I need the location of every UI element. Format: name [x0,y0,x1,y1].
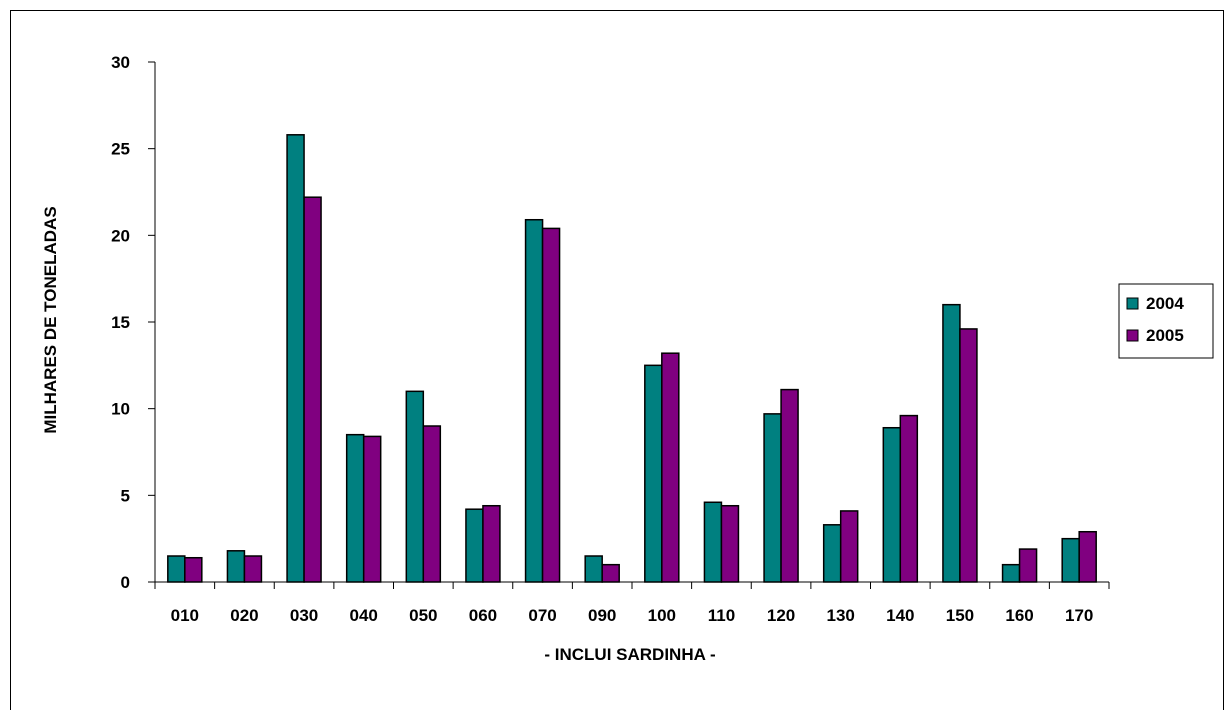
bar-2004-050 [405,390,425,583]
x-tick-label: 170 [1065,606,1093,625]
x-tick-label: 020 [230,606,258,625]
x-tick-label: 120 [767,606,795,625]
bar-2004-100 [644,364,663,583]
bar-2004-040 [345,433,365,583]
bar-2005-020 [243,555,263,583]
x-tick-label: 090 [588,606,616,625]
legend-swatch-2004 [1126,297,1139,310]
y-tick-label: 0 [121,573,130,592]
bar-2004-090 [584,555,603,583]
x-tick-label: 130 [827,606,855,625]
bar-2005-160 [1018,548,1038,583]
x-tick-label: 160 [1005,606,1033,625]
legend: 2004 2005 [1118,283,1214,359]
x-tick-label: 030 [290,606,318,625]
bar-2005-050 [422,425,442,583]
x-tick-label: 040 [350,606,378,625]
bar-2004-120 [763,413,782,583]
bar-2004-010 [167,555,186,583]
bar-2005-140 [899,414,919,583]
bar-2005-030 [303,196,322,583]
chart-frame [10,10,1224,710]
x-tick-label: 060 [469,606,497,625]
bar-2005-010 [184,556,203,583]
y-tick-label: 20 [111,226,130,245]
x-axis-label: - INCLUI SARDINHA - [544,645,715,664]
bar-2005-130 [839,510,859,583]
bar-2005-100 [661,352,680,583]
y-axis-label: MILHARES DE TONELADAS [41,206,60,433]
bar-2004-140 [882,426,902,583]
bar-2005-170 [1078,530,1097,583]
x-tick-label: 070 [528,606,556,625]
x-tick-label: 010 [171,606,199,625]
bar-2005-150 [959,328,978,583]
x-tick-label: 050 [409,606,437,625]
bar-2004-020 [226,550,246,583]
x-tick-label: 150 [946,606,974,625]
legend-swatch-2005 [1126,329,1139,342]
bar-2005-120 [780,388,799,583]
y-tick-label: 30 [111,53,130,72]
bar-2004-060 [465,508,484,583]
legend-box [1118,283,1214,359]
legend-label-2004: 2004 [1146,294,1184,313]
bar-2004-030 [286,134,305,583]
plot-area: 0 5 10 15 20 25 30 010 020 030 040 050 060 070 090 100 1… [111,53,1110,625]
y-tick-label: 15 [111,313,130,332]
bar-2004-070 [524,218,544,583]
bar-2005-040 [362,435,382,583]
legend-label-2005: 2005 [1146,326,1184,345]
bar-2005-060 [482,504,501,583]
bar-2005-090 [601,563,620,583]
bar-2004-130 [822,524,842,583]
bar-2004-110 [703,501,723,583]
bar-2004-150 [942,303,961,583]
x-tick-label: 140 [886,606,914,625]
bar-2005-110 [720,504,740,583]
y-tick-label: 10 [111,400,130,419]
bar-2004-170 [1061,537,1080,583]
y-tick-label: 5 [121,486,130,505]
x-tick-label: 110 [708,606,735,625]
bar-2005-070 [541,227,561,583]
y-tick-label: 25 [111,140,130,159]
x-tick-label: 100 [648,606,676,625]
bar-2004-160 [1001,563,1021,583]
